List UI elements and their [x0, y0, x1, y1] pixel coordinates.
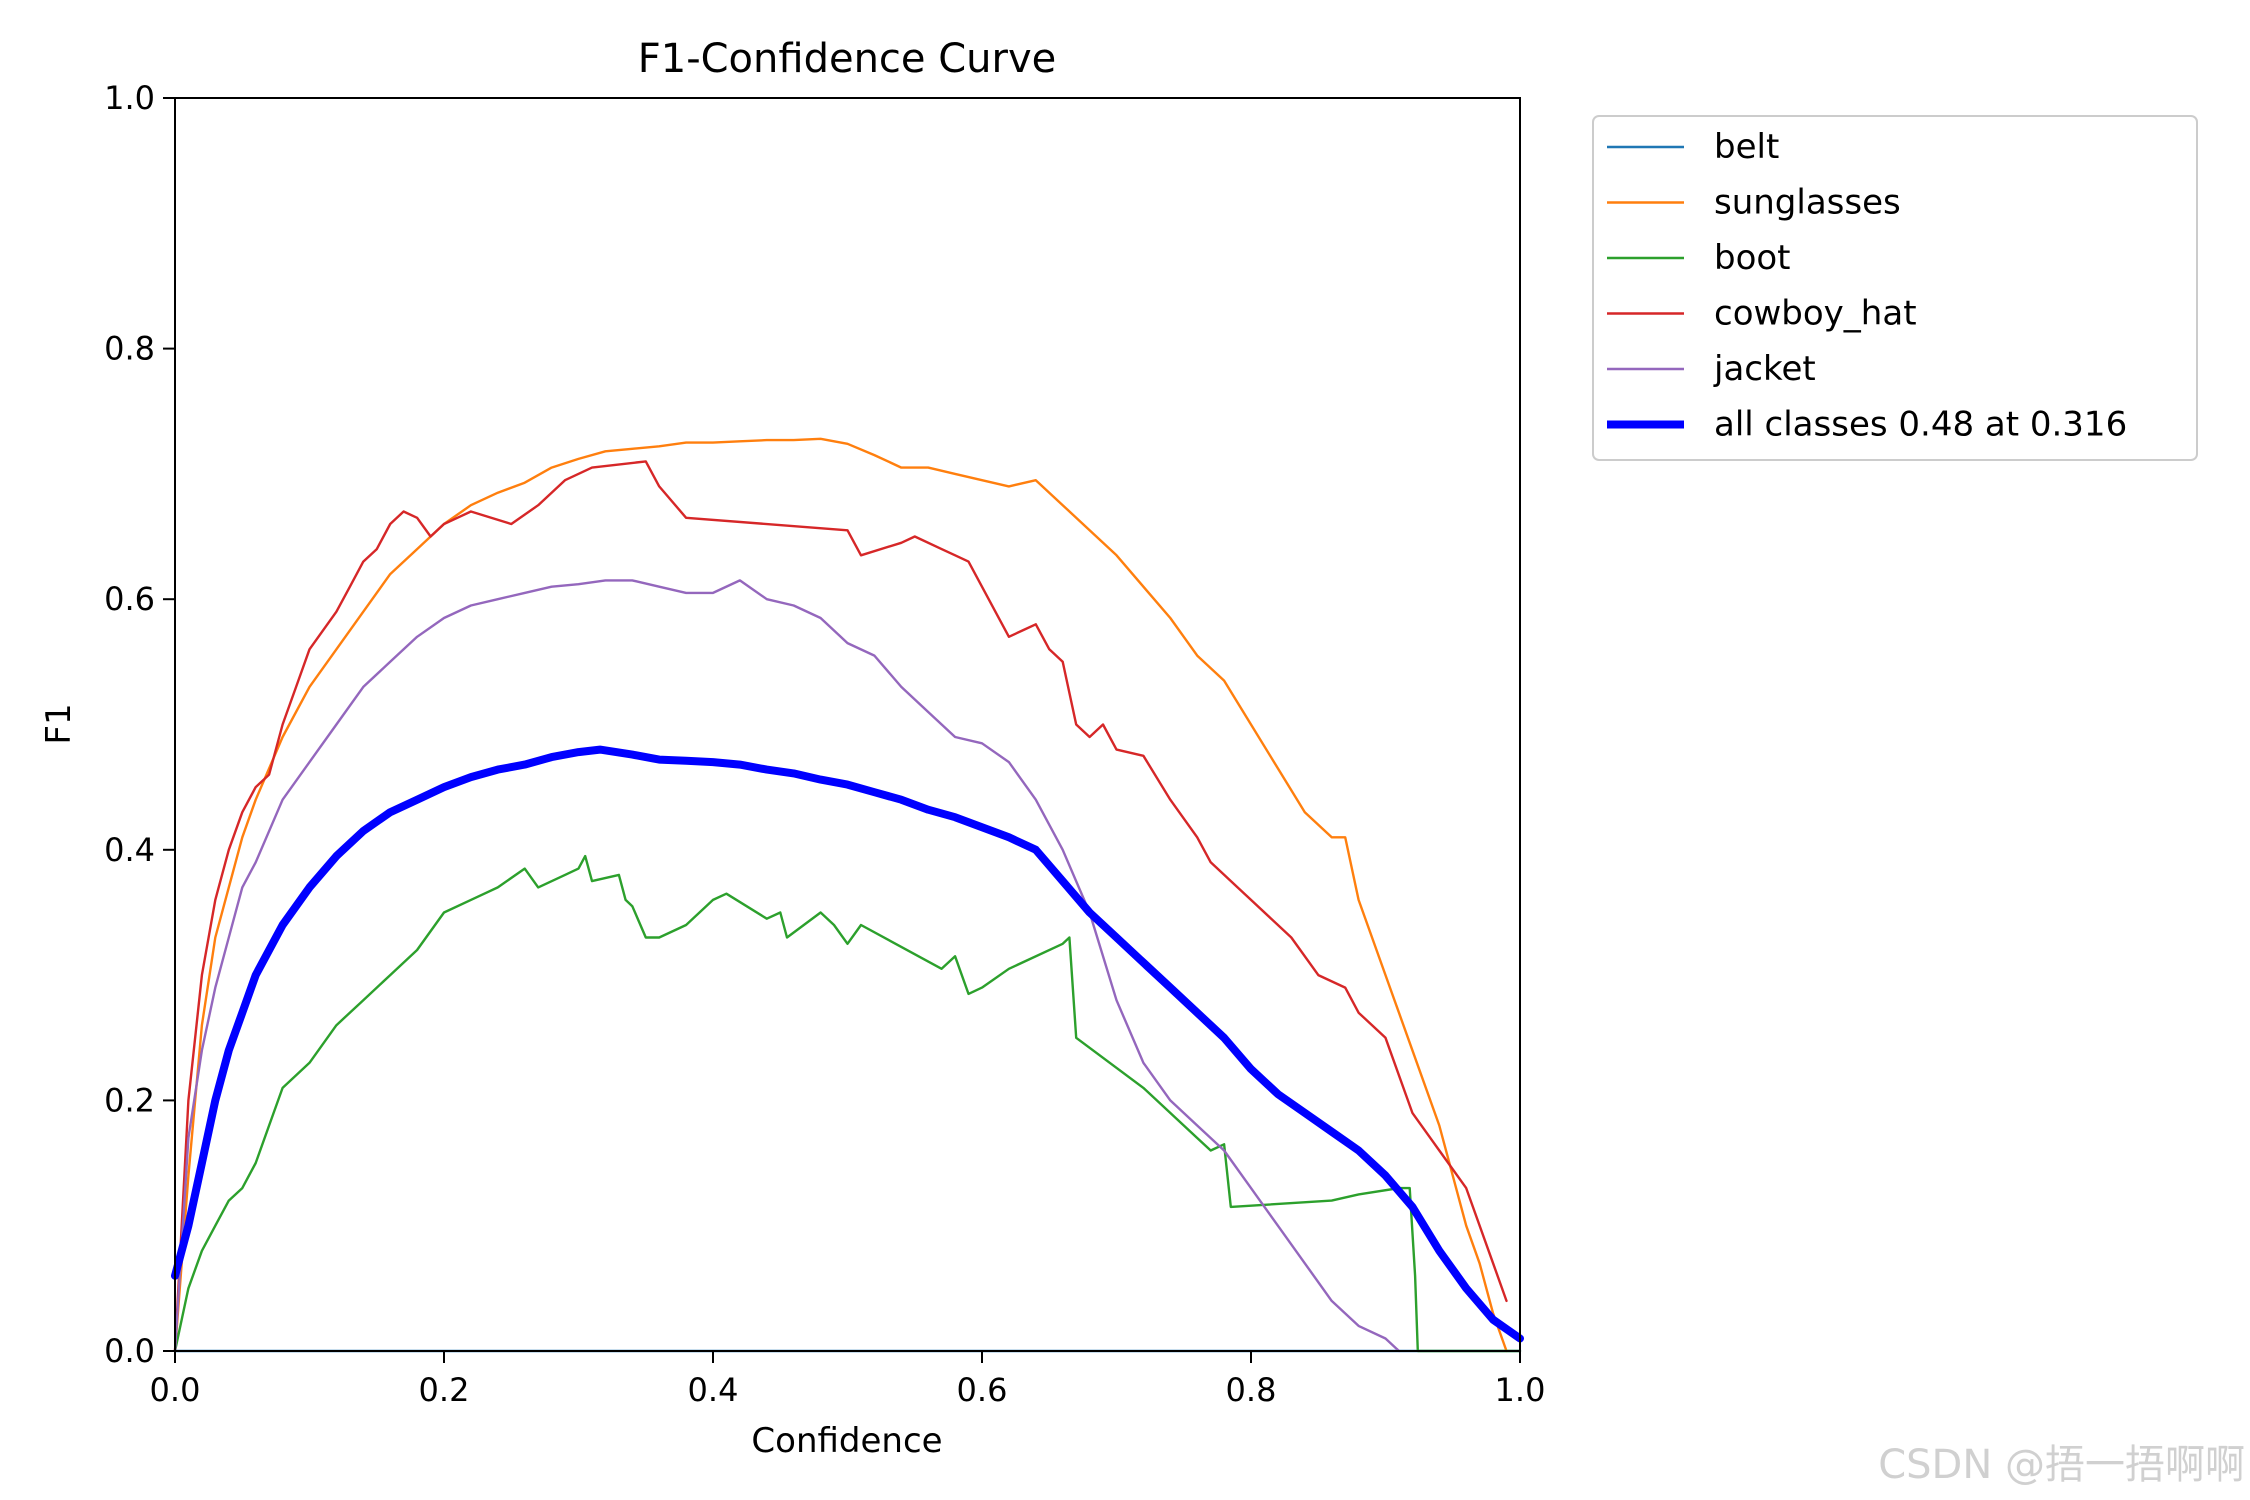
- y-tick-label: 0.6: [104, 580, 155, 618]
- series-line-boot: [173, 854, 1522, 1353]
- x-tick-label: 0.6: [957, 1371, 1008, 1409]
- legend-box: [1592, 115, 2198, 461]
- y-tick-label: 1.0: [104, 79, 155, 117]
- x-tick-label: 0.2: [419, 1371, 470, 1409]
- y-tick-label: 0.4: [104, 831, 155, 869]
- series-line-all-classes-0-48-at-0-316: [171, 745, 1524, 1343]
- legend-label-cowboy-hat: cowboy_hat: [1714, 294, 1917, 334]
- x-tick-label: 0.4: [688, 1371, 739, 1409]
- x-tick-label: 0.8: [1226, 1371, 1277, 1409]
- chart-title: F1-Confidence Curve: [638, 36, 1057, 82]
- x-tick-label: 1.0: [1495, 1371, 1546, 1409]
- x-axis-label: Confidence: [751, 1421, 942, 1461]
- watermark: CSDN @捂一捂啊啊: [1878, 1442, 2245, 1488]
- y-axis: 0.0 0.2 0.4 0.6 0.8 1.0: [104, 79, 175, 1370]
- y-tick-label: 0.2: [104, 1081, 155, 1119]
- y-axis-label: F1: [39, 703, 79, 744]
- x-tick-label: 0.0: [150, 1371, 201, 1409]
- y-tick-label: 0.0: [104, 1332, 155, 1370]
- legend-label-belt: belt: [1714, 127, 1779, 167]
- series-line-cowboy-hat: [173, 460, 1508, 1353]
- legend-label-boot: boot: [1714, 238, 1791, 278]
- series-line-sunglasses: [173, 437, 1508, 1353]
- series-line-jacket: [173, 579, 1401, 1353]
- legend-label-jacket: jacket: [1713, 349, 1816, 389]
- legend-label-all-classes-0-48-at-0-316: all classes 0.48 at 0.316: [1714, 405, 2127, 445]
- plot-lines: [171, 437, 1524, 1353]
- x-axis: 0.0 0.2 0.4 0.6 0.8 1.0: [150, 1351, 1546, 1409]
- plot-frame: [174, 97, 1521, 1352]
- y-tick-label: 0.8: [104, 330, 155, 368]
- legend-label-sunglasses: sunglasses: [1714, 183, 1901, 223]
